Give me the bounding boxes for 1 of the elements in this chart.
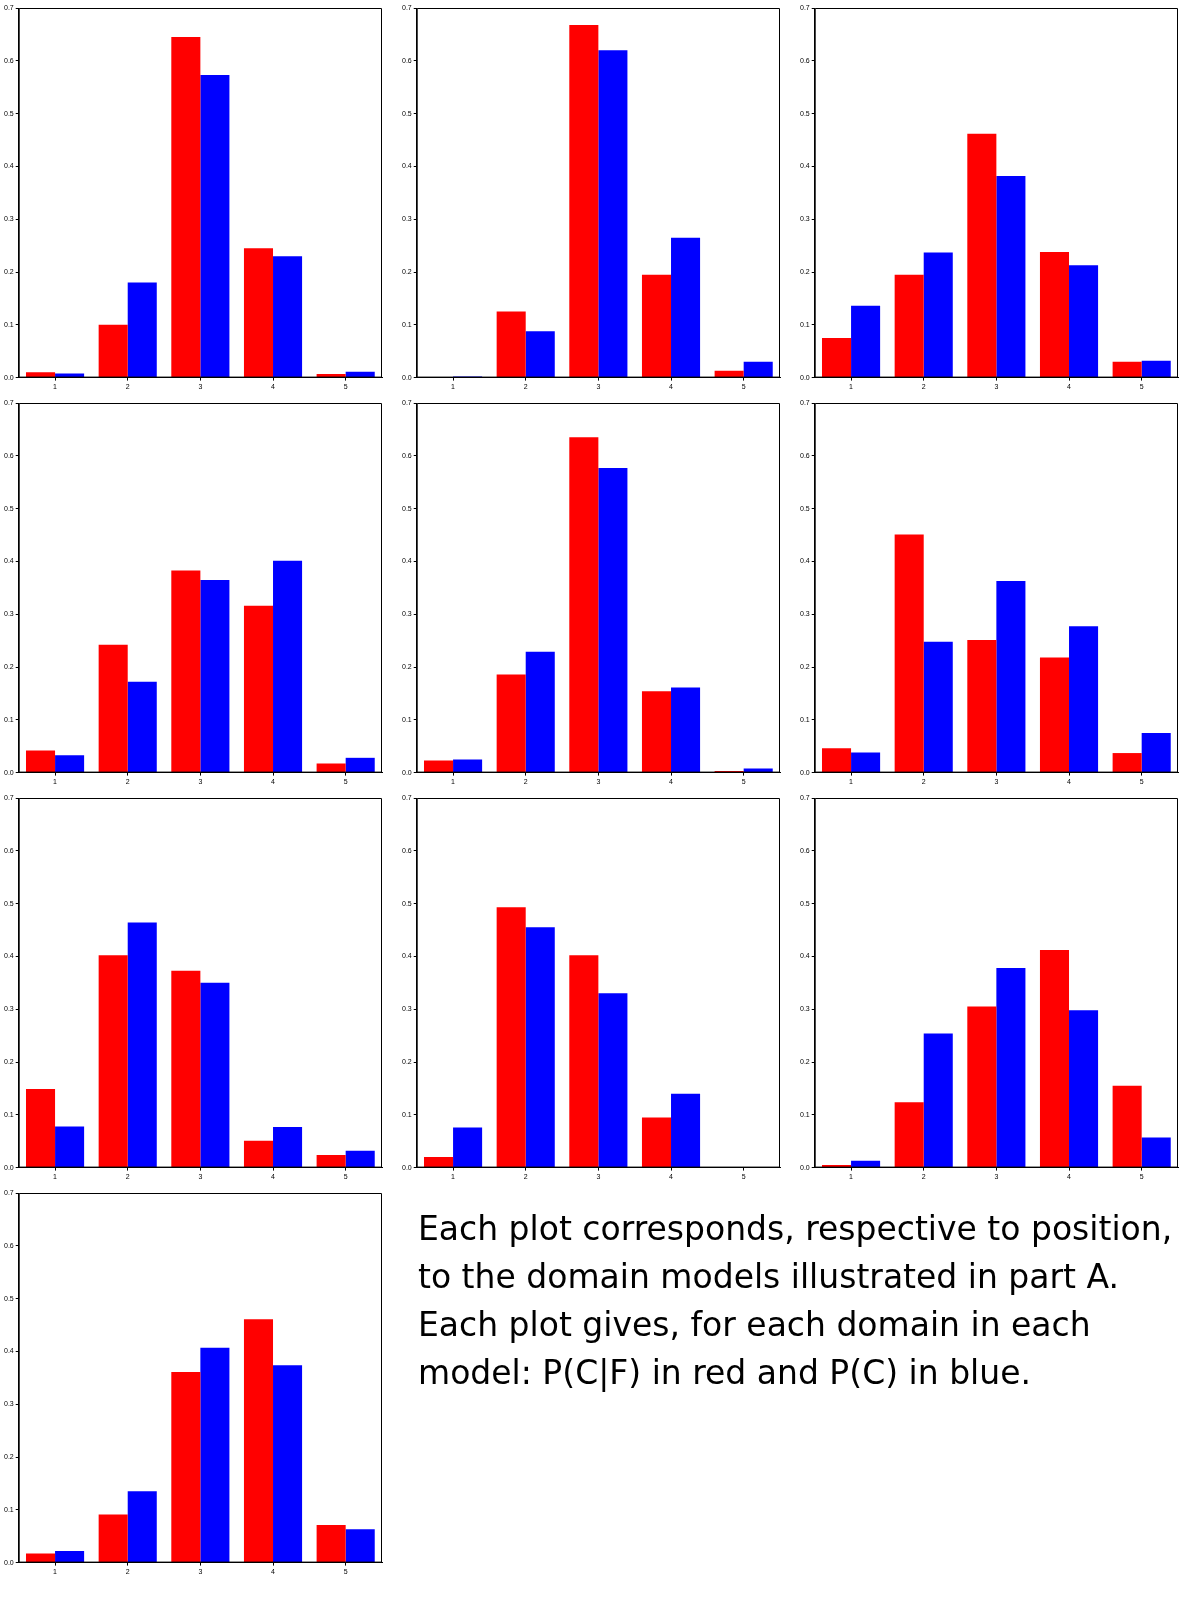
text: Each plot corresponds, respective to position, to the domain models illustrated in part A. Each plot gives, for each domain in each model: P(C|F) in red and P(C) in blue. [418,1208,1174,1394]
